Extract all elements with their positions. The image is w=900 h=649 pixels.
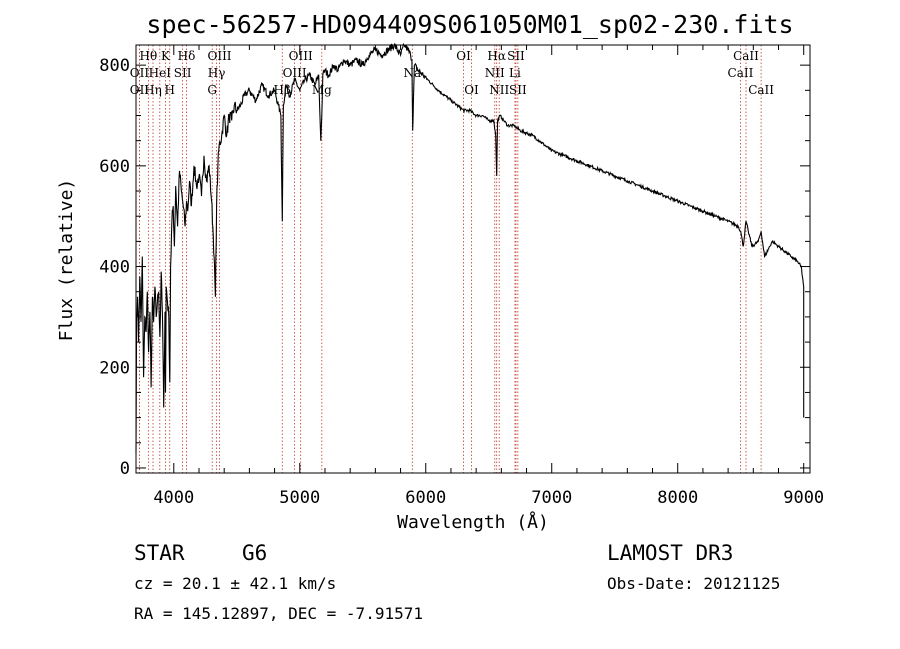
line-label-6: Hδ xyxy=(178,49,196,63)
x-axis-ticks: 4000 5000 6000 7000 8000 9000 xyxy=(153,45,824,508)
line-label-0: Hθ xyxy=(139,49,157,63)
object-subclass: G6 xyxy=(242,541,267,565)
line-label-1: OII xyxy=(130,66,150,80)
x-tick-label-8000: 8000 xyxy=(657,488,698,508)
line-label-24: SII xyxy=(509,83,527,97)
line-label-17: OI xyxy=(456,49,471,63)
line-label-25: CaII xyxy=(733,49,759,63)
line-label-11: G xyxy=(207,83,217,97)
line-label-12: OIII xyxy=(289,49,313,63)
x-tick-label-5000: 5000 xyxy=(279,488,320,508)
line-label-21: NII xyxy=(489,83,509,97)
line-label-13: OIII xyxy=(283,66,307,80)
line-label-27: CaII xyxy=(748,83,774,97)
x-tick-label-9000: 9000 xyxy=(783,488,824,508)
line-label-3: K xyxy=(161,49,171,63)
line-label-7: SII xyxy=(174,66,192,80)
line-label-23: Li xyxy=(509,66,521,80)
object-class: STAR xyxy=(134,541,185,565)
line-label-19: Hα xyxy=(487,49,506,63)
line-label-8: H xyxy=(165,83,175,97)
redshift-info: cz = 20.1 ± 42.1 km/s xyxy=(134,574,336,593)
observation-date: Obs-Date: 20121125 xyxy=(607,574,780,593)
line-label-9: OIII xyxy=(207,49,231,63)
y-tick-label-600: 600 xyxy=(99,157,130,177)
x-tick-label-4000: 4000 xyxy=(153,488,194,508)
y-tick-label-0: 0 xyxy=(120,459,130,479)
plot-frame xyxy=(135,44,811,474)
survey-name: LAMOST DR3 xyxy=(607,541,733,565)
line-label-5: Hη xyxy=(144,83,162,97)
y-axis-ticks: 0 200 400 600 800 xyxy=(99,56,810,479)
x-axis-label: Wavelength (Å) xyxy=(397,511,549,533)
x-tick-label-7000: 7000 xyxy=(531,488,572,508)
line-label-10: Hγ xyxy=(208,66,226,80)
line-label-20: NII xyxy=(485,66,505,80)
y-tick-label-200: 200 xyxy=(99,358,130,378)
flux-spectrum-line xyxy=(135,42,805,453)
chart-title: spec-56257-HD094409S061050M01_sp02-230.f… xyxy=(146,10,793,39)
y-tick-label-400: 400 xyxy=(99,258,130,278)
coordinates-info: RA = 145.12897, DEC = -7.91571 xyxy=(134,604,423,623)
y-tick-label-800: 800 xyxy=(99,56,130,76)
x-tick-label-6000: 6000 xyxy=(405,488,446,508)
line-label-4: HeI xyxy=(149,66,172,80)
line-label-18: OI xyxy=(464,83,479,97)
y-axis-label: Flux (relative) xyxy=(56,179,77,342)
line-label-26: CaII xyxy=(728,66,754,80)
spectral-line-markers xyxy=(139,45,762,473)
line-label-22: SII xyxy=(507,49,525,63)
